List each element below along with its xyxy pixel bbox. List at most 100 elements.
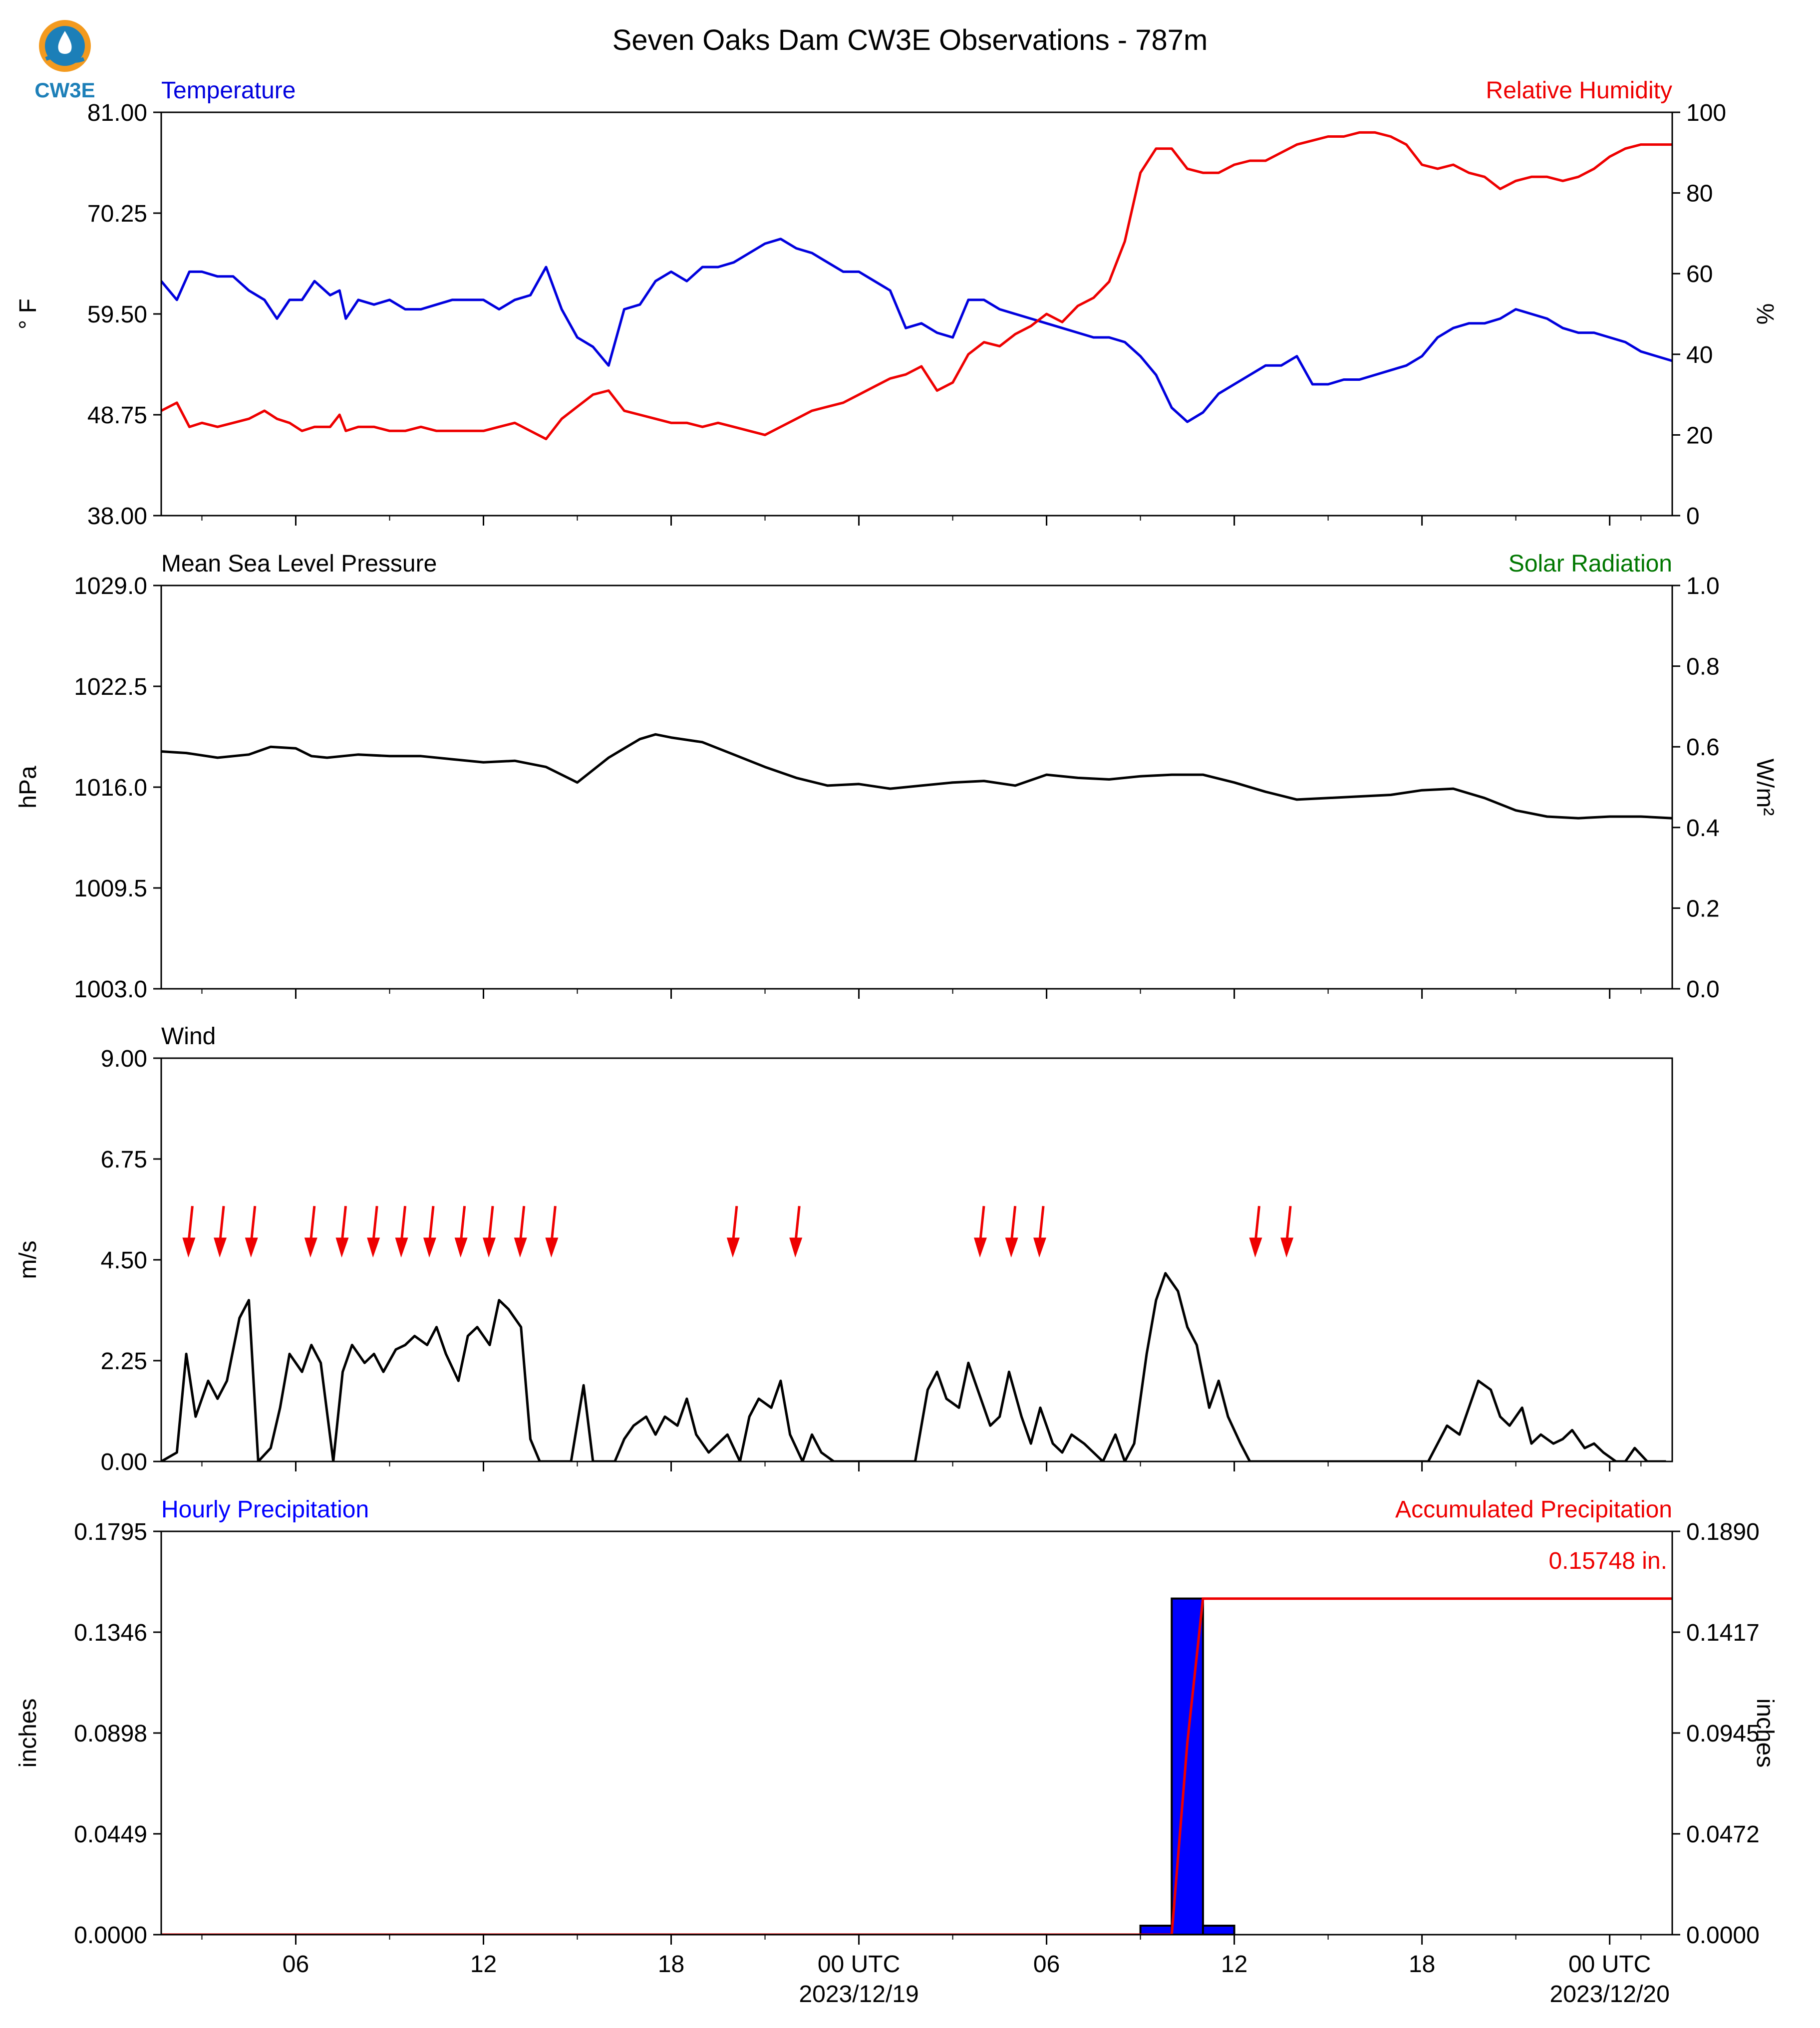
panel-left-title: Hourly Precipitation xyxy=(161,1496,369,1523)
x-axis: 06 12 18 00 UTC 2023/12/19 06 12 18 00 UTC 2023/1… xyxy=(201,1935,1670,2008)
temperature-line xyxy=(161,238,1672,423)
wind-arrow-head xyxy=(726,1237,740,1258)
precip-bar xyxy=(1139,1924,1173,1935)
panel-precipitation: Hourly Precipitation Accumulated Precipit… xyxy=(15,1496,1778,2008)
wind-arrow-head xyxy=(789,1237,803,1258)
wind-arrow-head xyxy=(514,1237,527,1258)
y-axis-label: hPa xyxy=(15,766,41,809)
plot-area xyxy=(161,1597,1672,1935)
x-tick-label: 06 xyxy=(283,1951,309,1978)
y-axis-left: 0.00 2.25 4.50 6.75 9.00 xyxy=(101,1046,161,1475)
y2-tick-label: 0.8 xyxy=(1686,654,1720,680)
panel-pressure-solar: Mean Sea Level Pressure Solar Radiation 10… xyxy=(15,551,1778,1003)
y-tick-label: 0.00 xyxy=(101,1449,147,1475)
y-tick-label: 1022.5 xyxy=(74,674,147,700)
wind-arrow-head xyxy=(214,1237,227,1258)
y-tick-label: 59.50 xyxy=(87,301,147,328)
y-axis-right: 0.0 0.2 0.4 0.6 0.8 1.0 xyxy=(1672,573,1720,1003)
cw3e-logo-text: CW3E xyxy=(34,78,95,102)
y-tick-label: 1003.0 xyxy=(74,976,147,1003)
y-tick-label: 0.0000 xyxy=(74,1922,147,1949)
panel-temperature-humidity: Temperature Relative Humidity 38.00 48.75 59… xyxy=(15,77,1778,530)
wind-arrow-head xyxy=(1005,1237,1018,1258)
y-tick-label: 81.00 xyxy=(87,100,147,126)
y-axis-right: 0.0000 0.0472 0.0945 0.1417 0.1890 xyxy=(1672,1519,1760,1949)
y2-tick-label: 0 xyxy=(1686,503,1700,530)
y-axis-left: 38.00 48.75 59.50 70.25 81.00 xyxy=(87,100,161,530)
x-axis xyxy=(201,989,1642,999)
y-tick-label: 1009.5 xyxy=(74,875,147,902)
plot-frame xyxy=(160,1530,1673,1936)
y-axis-right: 0 20 40 60 80 100 xyxy=(1672,100,1726,530)
plot-frame xyxy=(160,584,1673,990)
cw3e-logo-drop-icon xyxy=(58,31,72,54)
y-axis-label: ° F xyxy=(15,298,41,329)
accumulated-precip-line xyxy=(161,1597,1672,1935)
y-axis-left: 1003.0 1009.5 1016.0 1022.5 1029.0 xyxy=(74,573,161,1003)
panel-right-title: Solar Radiation xyxy=(1509,551,1672,577)
wind-arrow-head xyxy=(1249,1237,1262,1258)
precip-bar xyxy=(1202,1924,1235,1935)
plot-area xyxy=(161,1206,1666,1461)
cw3e-logo: CW3E xyxy=(34,20,95,102)
x-tick-label: 18 xyxy=(1409,1951,1435,1978)
accumulated-precip-label: 0.15748 in. xyxy=(1548,1548,1667,1574)
y-tick-label: 70.25 xyxy=(87,201,147,227)
wind-arrow-head xyxy=(545,1237,559,1258)
x-tick-date-label: 2023/12/20 xyxy=(1550,1981,1670,2008)
wind-speed-line xyxy=(161,1272,1666,1461)
wind-arrow-head xyxy=(483,1237,496,1258)
panel-right-title: Accumulated Precipitation xyxy=(1395,1496,1672,1523)
figure-title: Seven Oaks Dam CW3E Observations - 787m xyxy=(612,24,1208,56)
panel-right-title: Relative Humidity xyxy=(1486,77,1672,104)
y-tick-label: 9.00 xyxy=(101,1046,147,1072)
wind-arrow-head xyxy=(1033,1237,1047,1258)
y-axis-label: inches xyxy=(15,1699,41,1768)
y-tick-label: 6.75 xyxy=(101,1147,147,1173)
y2-tick-label: 80 xyxy=(1686,181,1713,207)
x-tick-label: 06 xyxy=(1033,1951,1060,1978)
y-tick-label: 38.00 xyxy=(87,503,147,530)
wind-arrow-head xyxy=(335,1237,349,1258)
y2-tick-label: 0.0472 xyxy=(1686,1821,1760,1848)
wind-arrow-head xyxy=(973,1237,987,1258)
y-axis-label: m/s xyxy=(15,1240,41,1279)
panel-left-title: Wind xyxy=(161,1023,216,1050)
y2-tick-label: 0.1890 xyxy=(1686,1519,1760,1545)
wind-arrow-head xyxy=(423,1237,436,1258)
y-tick-label: 0.1346 xyxy=(74,1620,147,1646)
x-tick-label: 00 UTC xyxy=(1568,1951,1651,1978)
y2-tick-label: 0.4 xyxy=(1686,815,1720,842)
y2-tick-label: 0.1417 xyxy=(1686,1620,1760,1646)
wind-arrow-head xyxy=(1280,1237,1294,1258)
cw3e-logo-wave-icon xyxy=(45,55,85,63)
y-tick-label: 1016.0 xyxy=(74,775,147,801)
x-tick-date-label: 2023/12/19 xyxy=(799,1981,918,2008)
y-tick-label: 0.0449 xyxy=(74,1821,147,1848)
panel-left-title: Temperature xyxy=(161,77,296,104)
wind-arrow-head xyxy=(367,1237,380,1258)
y2-tick-label: 60 xyxy=(1686,261,1713,288)
y-tick-label: 48.75 xyxy=(87,402,147,429)
wind-arrow-head xyxy=(395,1237,408,1258)
wind-arrow-head xyxy=(245,1237,258,1258)
plot-area xyxy=(161,733,1672,820)
y2-tick-label: 0.0000 xyxy=(1686,1922,1760,1949)
x-tick-label: 00 UTC xyxy=(818,1951,900,1978)
y2-axis-label: % xyxy=(1752,303,1778,325)
y2-tick-label: 20 xyxy=(1686,422,1713,449)
wind-arrow-head xyxy=(304,1237,317,1258)
y-tick-label: 0.0898 xyxy=(74,1721,147,1747)
y-axis-left: 0.0000 0.0449 0.0898 0.1346 0.1795 xyxy=(74,1519,161,1949)
y2-axis-label: W/m² xyxy=(1752,759,1778,816)
panel-left-title: Mean Sea Level Pressure xyxy=(161,551,437,577)
panel-wind: Wind 0.00 2.25 4.50 6.75 9.00 m/s xyxy=(15,1023,1673,1475)
x-tick-label: 12 xyxy=(1221,1951,1247,1978)
wind-arrow-head xyxy=(454,1237,468,1258)
pressure-line xyxy=(161,733,1672,820)
x-tick-label: 12 xyxy=(470,1951,497,1978)
y2-axis-label: inches xyxy=(1752,1699,1778,1768)
y-tick-label: 0.1795 xyxy=(74,1519,147,1545)
wind-arrows xyxy=(182,1206,1294,1258)
